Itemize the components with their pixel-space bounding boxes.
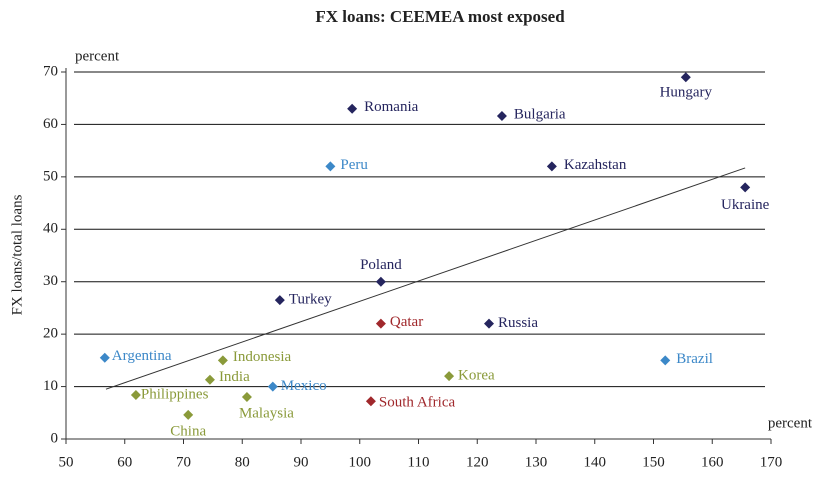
point bbox=[680, 72, 691, 83]
y-tick-label: 0 bbox=[51, 430, 59, 446]
point-label: Hungary bbox=[660, 85, 713, 101]
point-label: Argentina bbox=[112, 348, 172, 364]
point-label: Romania bbox=[364, 99, 418, 115]
point bbox=[325, 161, 336, 172]
point bbox=[130, 389, 141, 400]
point bbox=[274, 295, 285, 306]
x-tick-label: 120 bbox=[466, 454, 489, 470]
point bbox=[99, 352, 110, 363]
point-label: Philippines bbox=[141, 386, 209, 402]
point bbox=[546, 161, 557, 172]
y-tick-label: 40 bbox=[43, 221, 58, 237]
point bbox=[740, 182, 751, 193]
y-axis-label: FX loans/total loans bbox=[9, 194, 25, 315]
x-tick-label: 60 bbox=[117, 454, 132, 470]
point-label: Bulgaria bbox=[514, 106, 566, 122]
chart-title: FX loans: CEEMEA most exposed bbox=[315, 7, 565, 26]
trendline bbox=[105, 167, 746, 390]
point-label: Ukraine bbox=[721, 197, 770, 213]
y-tick-label: 10 bbox=[43, 378, 58, 394]
x-tick-label: 50 bbox=[59, 454, 74, 470]
y-tick-label: 30 bbox=[43, 273, 58, 289]
point bbox=[365, 396, 376, 407]
point-label: Korea bbox=[458, 368, 495, 384]
point bbox=[267, 381, 278, 392]
point bbox=[444, 371, 455, 382]
x-tick-label: 140 bbox=[584, 454, 607, 470]
x-unit: percent bbox=[768, 415, 813, 431]
point-label: South Africa bbox=[379, 395, 456, 411]
y-tick-label: 60 bbox=[43, 116, 58, 132]
point-label: Russia bbox=[498, 315, 538, 331]
x-tick-label: 80 bbox=[235, 454, 250, 470]
y-tick-label: 50 bbox=[43, 168, 58, 184]
point-label: Peru bbox=[340, 157, 368, 173]
point bbox=[347, 103, 358, 114]
x-tick-label: 100 bbox=[349, 454, 372, 470]
x-tick-label: 70 bbox=[176, 454, 191, 470]
point bbox=[204, 374, 215, 385]
x-tick-label: 130 bbox=[525, 454, 548, 470]
point bbox=[496, 111, 507, 122]
y-tick-label: 20 bbox=[43, 326, 58, 342]
point-label: Poland bbox=[360, 257, 402, 273]
point bbox=[241, 392, 252, 403]
point bbox=[217, 355, 228, 366]
y-unit: percent bbox=[75, 48, 120, 64]
x-tick-label: 150 bbox=[642, 454, 665, 470]
x-tick-label: 110 bbox=[408, 454, 430, 470]
point bbox=[183, 409, 194, 420]
point-label: Qatar bbox=[390, 314, 423, 330]
x-tick-label: 90 bbox=[294, 454, 309, 470]
point-label: Indonesia bbox=[233, 349, 292, 365]
point bbox=[375, 276, 386, 287]
y-tick-label: 70 bbox=[43, 63, 58, 79]
point-label: Turkey bbox=[289, 292, 332, 308]
point bbox=[375, 318, 386, 329]
point bbox=[484, 318, 494, 329]
x-tick-label: 170 bbox=[760, 454, 783, 470]
point-label: Mexico bbox=[281, 378, 327, 394]
x-tick-label: 160 bbox=[701, 454, 724, 470]
point-label: Malaysia bbox=[239, 405, 294, 421]
point-label: China bbox=[170, 423, 206, 439]
point-label: Brazil bbox=[676, 351, 713, 367]
point bbox=[660, 355, 671, 366]
point-label: India bbox=[219, 369, 250, 385]
point-label: Kazahstan bbox=[564, 157, 627, 173]
